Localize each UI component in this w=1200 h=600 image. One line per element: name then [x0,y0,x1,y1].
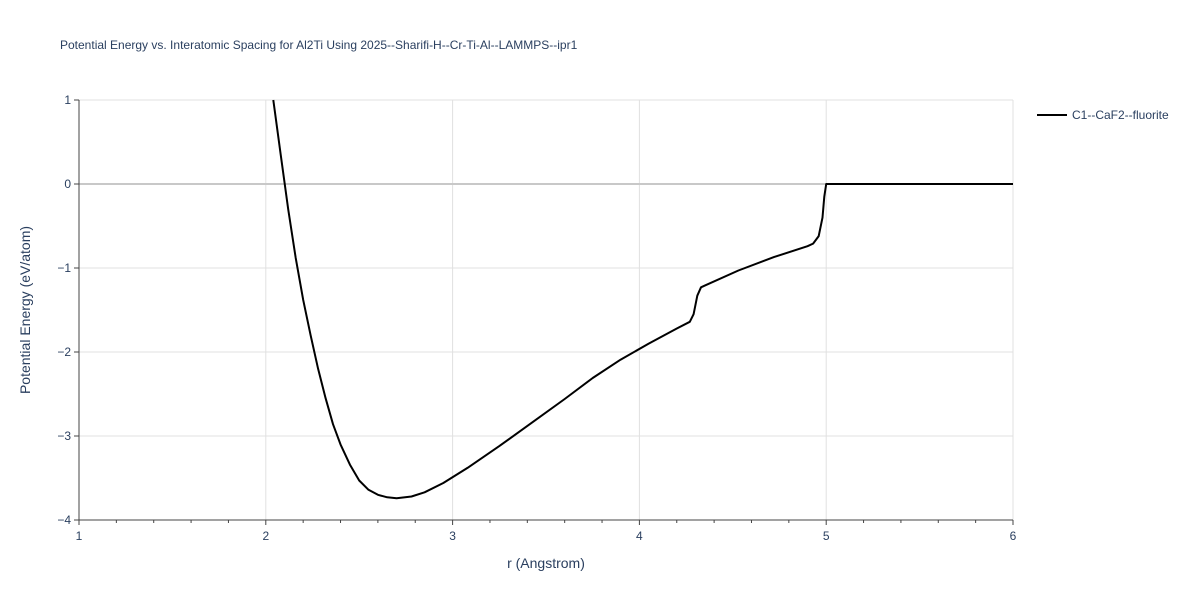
x-tick-label: 2 [262,529,269,543]
y-tick-label: −2 [57,345,71,359]
legend[interactable]: C1--CaF2--fluorite [1037,108,1169,122]
x-tick-label: 4 [636,529,643,543]
y-tick-label: −4 [57,513,71,527]
grid [79,99,1014,520]
x-tick-label: 1 [76,529,83,543]
chart-title: Potential Energy vs. Interatomic Spacing… [60,38,578,52]
y-tick-label: −3 [57,429,71,443]
series-line-c1-caf2-fluorite[interactable] [272,99,1013,500]
y-tick-label: 0 [64,177,71,191]
x-tick-label: 3 [449,529,456,543]
legend-label: C1--CaF2--fluorite [1072,108,1169,122]
axes [78,100,1013,521]
plot-area [272,99,1013,500]
x-tick-label: 6 [1010,529,1017,543]
x-axis-title: r (Angstrom) [507,555,585,571]
y-axis-title: Potential Energy (eV/atom) [17,226,33,394]
y-tick-label: −1 [57,261,71,275]
ticks: 1 2 3 4 5 6 1 0 −1 −2 −3 −4 [57,93,1016,543]
y-tick-label: 1 [64,93,71,107]
x-tick-label: 5 [823,529,830,543]
